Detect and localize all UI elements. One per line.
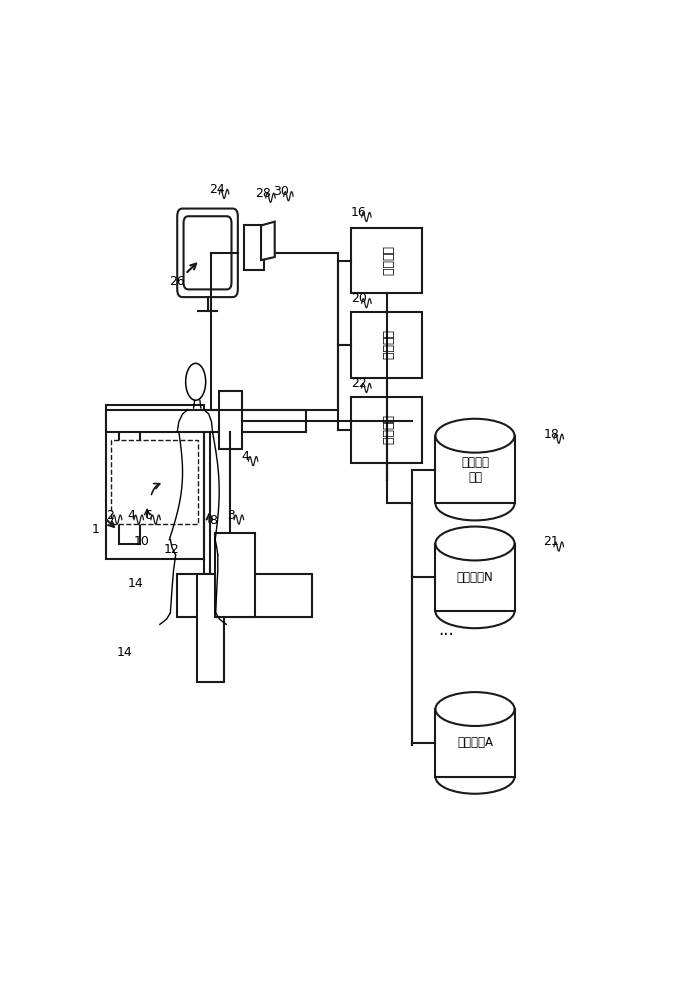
Text: 16: 16 [351, 206, 367, 219]
Text: 24: 24 [209, 183, 224, 196]
Text: 归类单元: 归类单元 [380, 330, 393, 360]
Text: 4: 4 [127, 509, 135, 522]
Bar [435, 436, 515, 503]
Bar [119, 420, 140, 544]
Text: 6: 6 [144, 509, 152, 522]
Text: 30: 30 [273, 185, 289, 198]
Ellipse shape [435, 527, 515, 560]
Text: 1: 1 [92, 523, 99, 536]
Text: 虚拟框架A: 虚拟框架A [457, 736, 493, 749]
Text: 8: 8 [209, 514, 217, 527]
Bar [351, 228, 422, 293]
Polygon shape [261, 222, 275, 260]
Text: 3: 3 [228, 509, 235, 522]
FancyBboxPatch shape [177, 209, 238, 297]
Bar [244, 225, 264, 270]
Ellipse shape [186, 363, 205, 400]
FancyBboxPatch shape [184, 216, 231, 289]
Text: 10: 10 [134, 535, 150, 548]
Bar [106, 405, 203, 559]
Text: ...: ... [438, 621, 454, 639]
Ellipse shape [435, 692, 515, 726]
Bar [351, 397, 422, 463]
Bar [215, 533, 255, 617]
Bar [106, 410, 306, 432]
Text: 14: 14 [127, 577, 143, 590]
Text: 4: 4 [242, 450, 250, 463]
Text: 虚拟框架N: 虚拟框架N [456, 571, 494, 584]
Bar [435, 544, 515, 611]
Text: 列表模式
数据: 列表模式 数据 [461, 456, 489, 484]
Text: 2: 2 [106, 509, 114, 522]
Text: 12: 12 [164, 543, 180, 556]
Text: 28: 28 [255, 187, 271, 200]
Text: 18: 18 [543, 428, 560, 441]
Bar [112, 440, 199, 524]
Bar [197, 574, 224, 682]
Text: 框架单元: 框架单元 [380, 246, 393, 276]
Text: 20: 20 [351, 292, 367, 305]
Text: 22: 22 [351, 377, 367, 390]
Text: 14: 14 [117, 646, 133, 659]
Text: 21: 21 [543, 535, 559, 548]
Bar [435, 709, 515, 777]
Bar [177, 574, 311, 617]
Bar [220, 391, 241, 449]
Text: 26: 26 [169, 275, 185, 288]
Bar [351, 312, 422, 378]
Text: 重建单元: 重建单元 [380, 415, 393, 445]
Ellipse shape [435, 419, 515, 453]
